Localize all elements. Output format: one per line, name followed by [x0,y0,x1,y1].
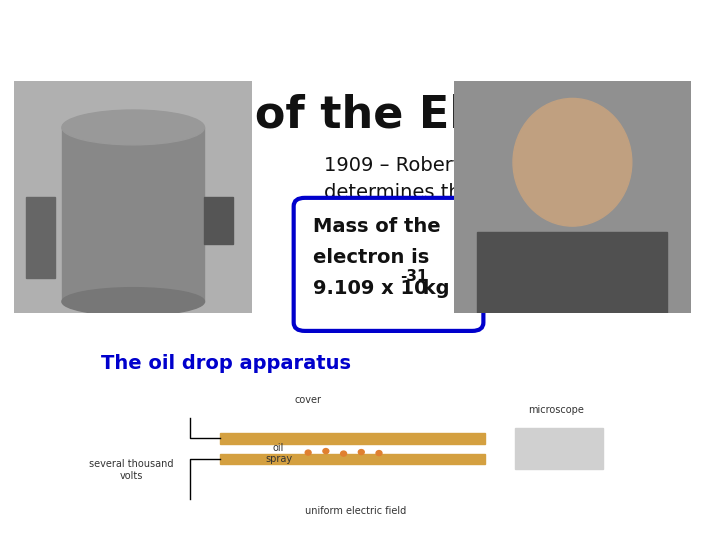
Text: cover: cover [294,395,322,405]
Text: 1909 – Robert Millikan
determines the mass of the
electron.: 1909 – Robert Millikan determines the ma… [324,156,593,228]
Text: 9.109 x 10: 9.109 x 10 [313,279,428,298]
Bar [204,197,233,244]
Text: kg: kg [416,279,450,298]
Bar [477,232,667,313]
Text: The oil drop apparatus: The oil drop apparatus [101,354,351,373]
Ellipse shape [513,98,632,226]
Text: microscope: microscope [528,406,584,415]
Text: uniform electric field: uniform electric field [305,506,406,516]
Bar [515,428,603,469]
Ellipse shape [62,288,204,315]
Text: several thousand
volts: several thousand volts [89,459,174,481]
Bar [27,197,55,279]
Text: Mass of the: Mass of the [313,217,441,235]
Ellipse shape [62,110,204,145]
Circle shape [359,450,364,455]
Text: oil
spray: oil spray [265,443,292,464]
FancyBboxPatch shape [294,198,483,331]
Circle shape [323,449,329,454]
Circle shape [341,451,346,456]
Text: -31: -31 [400,268,427,284]
Bar [220,454,485,464]
Circle shape [376,450,382,456]
Text: electron is: electron is [313,248,429,267]
Bar [220,434,485,443]
Text: Mass of the Electron: Mass of the Electron [112,94,626,137]
Bar [62,127,204,301]
Circle shape [305,450,311,455]
